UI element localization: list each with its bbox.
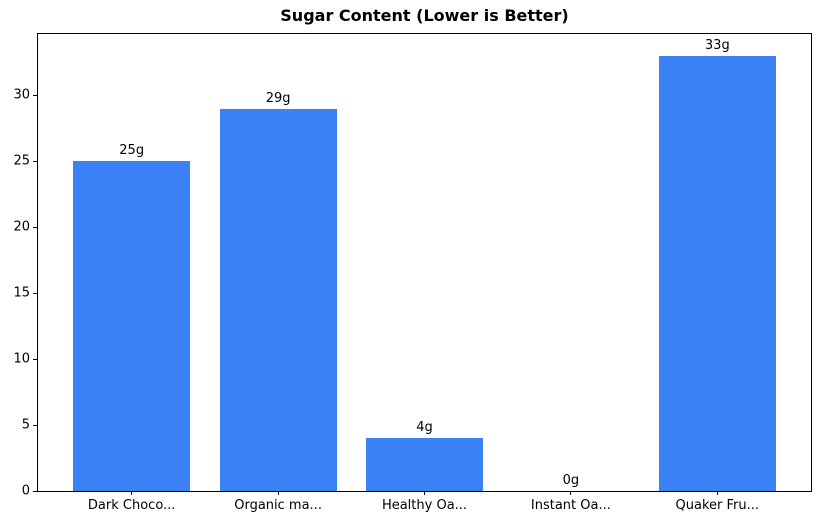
chart-title: Sugar Content (Lower is Better) [280,6,569,25]
bar [365,438,484,491]
y-axis-tick-mark [33,160,37,162]
y-axis-tick-mark [33,424,37,426]
bar-value-label: 33g [704,37,730,53]
y-axis-tick-mark [33,490,37,492]
x-axis-tick-mark [716,491,718,495]
x-axis-tick-label: Healthy Oa... [381,498,468,513]
x-axis-tick-mark [570,491,572,495]
y-axis-tick-label: 25 [13,153,30,169]
y-axis-tick-label: 15 [13,285,30,301]
plot-area: 0 5 10 15 20 25 30 25g Dark Choco... 29g Organic m… [13,33,812,513]
bar-value-label: 0g [562,473,580,488]
y-axis-tick-mark [33,358,37,360]
y-axis-tick-mark [33,292,37,294]
x-axis-tick-mark [277,491,279,495]
x-axis-tick-label: Instant Oa... [530,498,611,513]
x-axis-tick-label: Dark Choco... [87,498,176,513]
bar [658,55,776,491]
bar-value-label: 4g [416,420,433,436]
x-axis-tick-mark [424,491,425,495]
bar-value-label: 29g [265,90,291,106]
y-axis-tick-label: 0 [21,483,30,499]
x-axis-tick-mark [131,491,133,495]
y-axis-tick-label: 30 [13,87,30,103]
y-axis-tick-label: 5 [21,417,30,433]
bar [73,161,191,491]
x-axis-tick-label: Quaker Fru... [675,498,760,513]
y-axis-tick-mark [33,94,37,96]
bar-value-label: 25g [119,143,145,159]
bar [219,108,337,491]
y-axis-tick-label: 10 [13,351,30,367]
x-axis-tick-label: Organic ma... [234,498,322,513]
y-axis-tick-label: 20 [13,219,30,235]
y-axis-tick-mark [33,226,37,228]
